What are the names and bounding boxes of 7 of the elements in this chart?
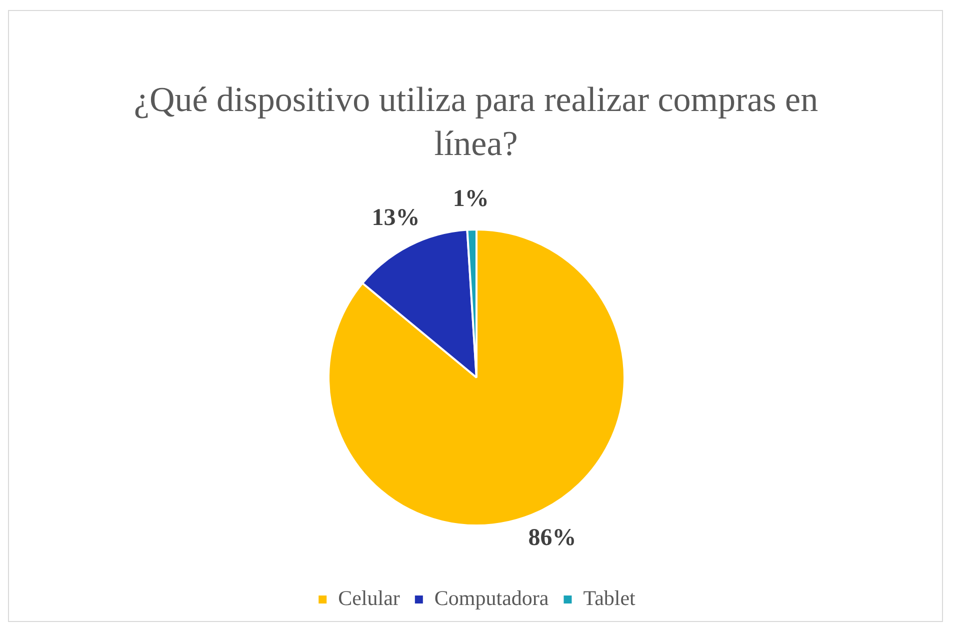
legend-label: Computadora bbox=[434, 586, 550, 610]
data-label: 13% bbox=[372, 205, 420, 232]
legend-label: Celular bbox=[338, 586, 400, 610]
chart-title: ¿Qué dispositivo utiliza para realizar compras en línea? bbox=[132, 79, 820, 165]
data-label: 1% bbox=[452, 186, 489, 212]
data-label: 86% bbox=[528, 524, 576, 551]
legend-label: Tablet bbox=[583, 586, 636, 610]
